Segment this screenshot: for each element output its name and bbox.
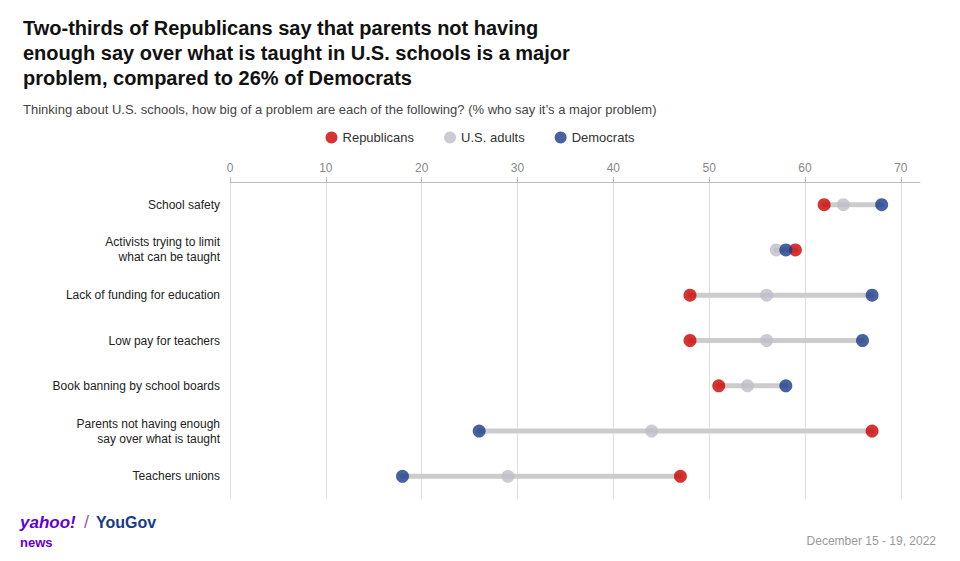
svg-text:Democrats: Democrats — [572, 130, 635, 145]
svg-text:enough say over what is taught: enough say over what is taught in U.S. s… — [23, 42, 570, 64]
svg-text:YouGov: YouGov — [96, 514, 156, 531]
svg-text:0: 0 — [227, 161, 234, 175]
svg-text:30: 30 — [511, 161, 525, 175]
svg-text:Thinking about U.S. schools, h: Thinking about U.S. schools, how big of … — [23, 102, 656, 117]
svg-text:December 15 - 19, 2022: December 15 - 19, 2022 — [807, 534, 937, 548]
svg-text:Activists trying to limit: Activists trying to limit — [105, 235, 220, 249]
svg-text:Republicans: Republicans — [343, 130, 415, 145]
svg-text:Lack of funding for education: Lack of funding for education — [66, 288, 220, 302]
svg-text:Two-thirds of Republicans say: Two-thirds of Republicans say that paren… — [23, 17, 538, 39]
svg-text:news: news — [20, 535, 53, 550]
svg-text:what can be taught: what can be taught — [118, 250, 221, 264]
svg-text:problem, compared to 26% of De: problem, compared to 26% of Democrats — [23, 67, 412, 89]
svg-text:40: 40 — [607, 161, 621, 175]
svg-text:10: 10 — [319, 161, 333, 175]
svg-text:60: 60 — [798, 161, 812, 175]
svg-text:Book banning by school boards: Book banning by school boards — [53, 379, 220, 393]
svg-text:say over what is taught: say over what is taught — [97, 432, 220, 446]
svg-text:School safety: School safety — [148, 198, 220, 212]
svg-text:Parents not having enough: Parents not having enough — [77, 417, 220, 431]
svg-text:Teachers unions: Teachers unions — [133, 469, 220, 483]
svg-text:50: 50 — [702, 161, 716, 175]
svg-text:/: / — [84, 512, 89, 532]
svg-text:yahoo!: yahoo! — [19, 513, 76, 532]
svg-text:20: 20 — [415, 161, 429, 175]
svg-text:U.S. adults: U.S. adults — [461, 130, 525, 145]
svg-text:Low pay for teachers: Low pay for teachers — [109, 334, 220, 348]
svg-text:70: 70 — [894, 161, 908, 175]
